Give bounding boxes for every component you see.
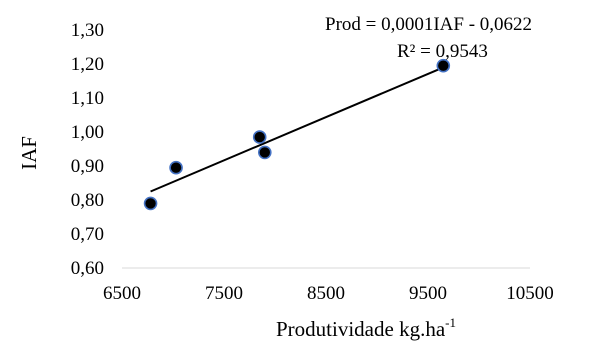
x-tick-label: 10500: [506, 283, 554, 304]
trendline-layer: [150, 66, 444, 193]
data-points: [143, 58, 451, 211]
x-tick-label: 8500: [307, 283, 345, 304]
trendline-equation: Prod = 0,0001IAF - 0,0622: [325, 14, 532, 35]
y-tick-label: 1,20: [71, 54, 104, 75]
data-point: [436, 58, 451, 73]
y-tick-label: 1,00: [71, 122, 104, 143]
x-tick-label: 6500: [103, 283, 141, 304]
y-tick-label: 0,80: [71, 190, 104, 211]
x-tick-label: 9500: [409, 283, 447, 304]
y-tick-label: 0,60: [71, 258, 104, 279]
y-tick-label: 0,90: [71, 156, 104, 177]
y-tick-label: 1,30: [71, 20, 104, 41]
data-point: [143, 196, 158, 211]
x-axis-title: Produtividade kg.ha-1: [276, 315, 456, 341]
trendline: [150, 66, 444, 193]
data-point: [257, 145, 272, 160]
y-tick-label: 1,10: [71, 88, 104, 109]
y-axis: 0,60 0,70 0,80 0,90 1,00 1,10 1,20 1,30: [71, 20, 104, 279]
x-axis-title-superscript: -1: [445, 315, 456, 330]
r-squared-label: R² = 0,9543: [397, 41, 488, 62]
y-tick-label: 0,70: [71, 224, 104, 245]
x-tick-label: 7500: [205, 283, 243, 304]
data-point: [252, 130, 267, 144]
data-point: [169, 160, 183, 175]
x-axis: 6500 7500 8500 9500 10500: [103, 283, 554, 304]
y-axis-title: IAF: [17, 136, 41, 170]
x-axis-title-text: Produtividade kg.ha: [276, 317, 446, 341]
